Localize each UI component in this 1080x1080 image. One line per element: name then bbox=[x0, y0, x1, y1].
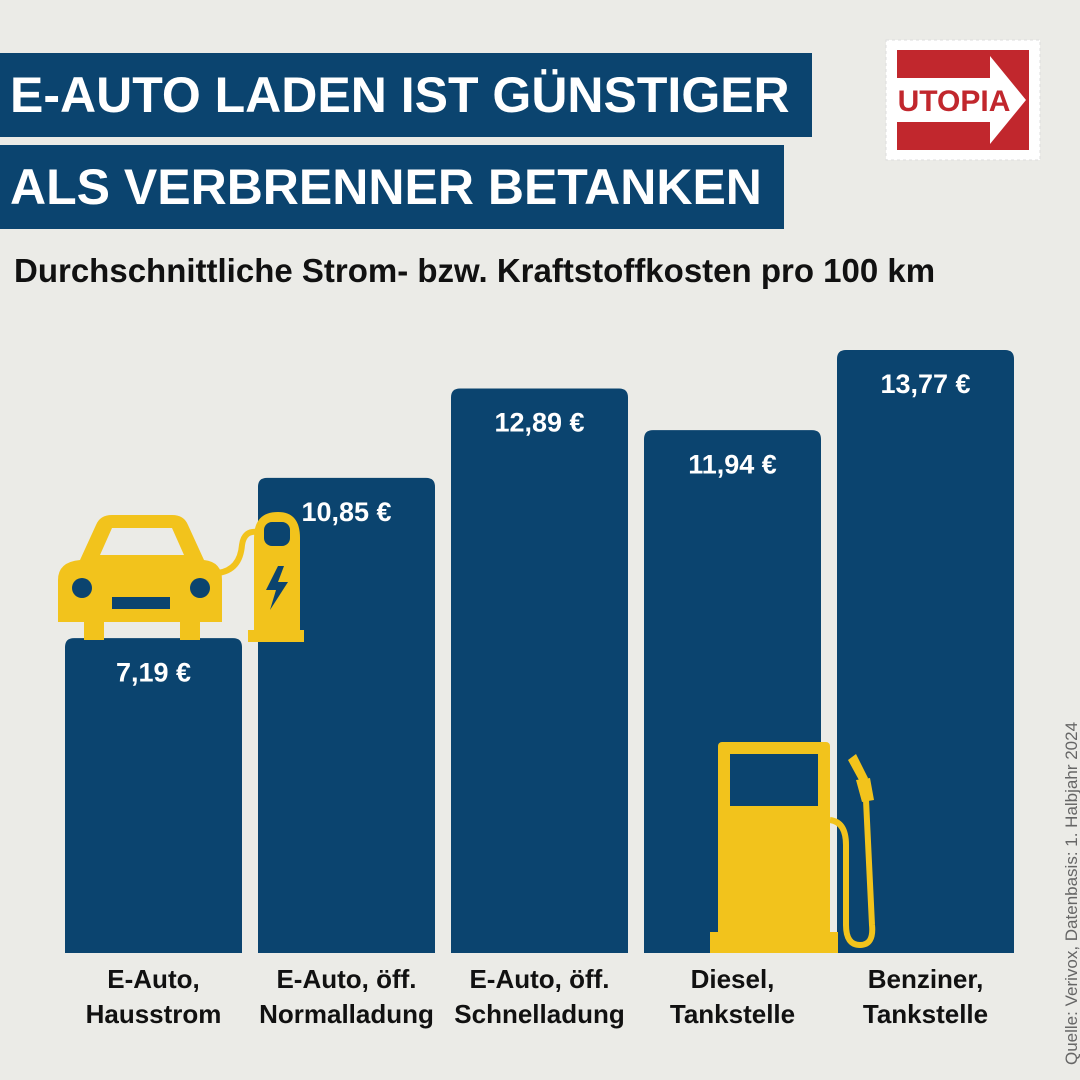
car-icon bbox=[58, 515, 222, 640]
pump-base bbox=[710, 932, 838, 953]
car-light bbox=[72, 578, 92, 598]
title-line: E-AUTO LADEN IST GÜNSTIGER bbox=[0, 53, 812, 137]
value-label: 7,19 € bbox=[116, 657, 191, 687]
nozzle bbox=[848, 754, 874, 802]
logo-text: UTOPIA bbox=[898, 85, 1011, 118]
category-label: Benziner, Tankstelle bbox=[862, 964, 989, 1029]
bolt bbox=[266, 566, 288, 610]
bar bbox=[258, 477, 435, 953]
cable bbox=[217, 528, 259, 576]
value-label: 13,77 € bbox=[880, 369, 970, 399]
bar bbox=[451, 388, 628, 953]
value-label: 11,94 € bbox=[688, 449, 777, 479]
category-label: E-Auto, öff. Normalladung bbox=[259, 964, 434, 1029]
subtitle: Durchschnittliche Strom- bzw. Kraftstoff… bbox=[14, 252, 936, 289]
hose bbox=[829, 799, 876, 949]
pump-window bbox=[730, 754, 818, 806]
value-label: 12,89 € bbox=[494, 408, 584, 438]
car-light bbox=[190, 578, 210, 598]
bar bbox=[837, 350, 1014, 953]
title-line: ALS VERBRENNER BETANKEN bbox=[0, 145, 784, 229]
logo: UTOPIA bbox=[885, 39, 1041, 161]
icons bbox=[58, 512, 876, 953]
category-label: E-Auto, Hausstrom bbox=[85, 964, 222, 1029]
category-label: E-Auto, öff. Schnelladung bbox=[454, 964, 625, 1029]
category-label: Diesel, Tankstelle bbox=[669, 964, 796, 1029]
bar bbox=[65, 638, 242, 953]
source: Quelle: Verivox, Datenbasis: 1. Halbjahr… bbox=[1062, 721, 1080, 1065]
value-label: 10,85 € bbox=[301, 497, 391, 527]
charger-screen bbox=[264, 522, 290, 546]
car-plate bbox=[112, 597, 170, 609]
